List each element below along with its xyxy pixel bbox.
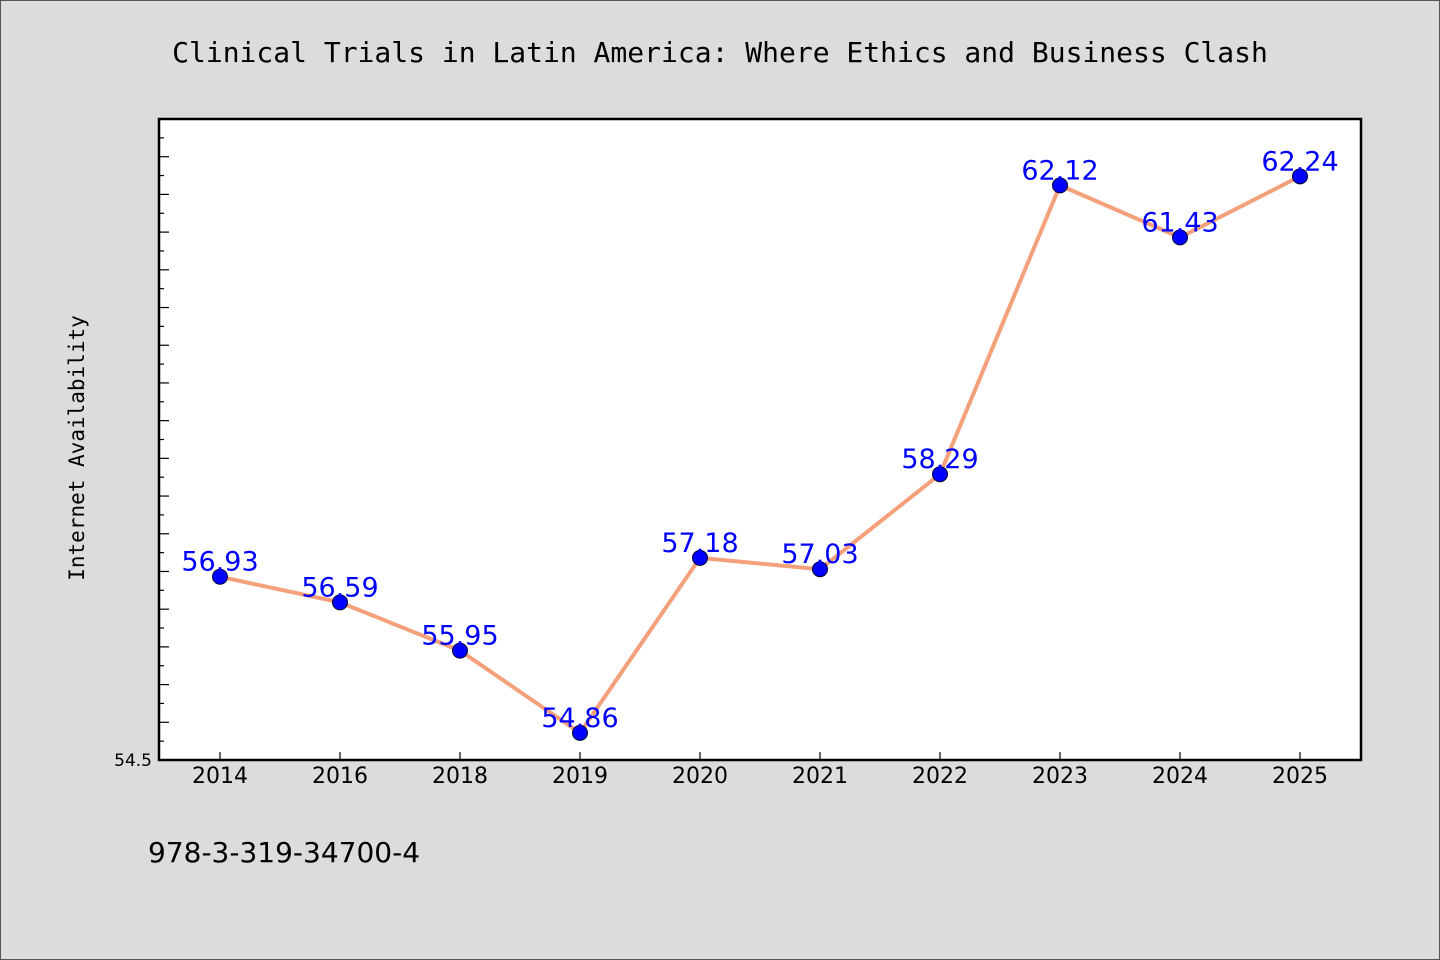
footnote-text: 978-3-319-34700-4	[148, 836, 420, 869]
data-point	[932, 466, 948, 483]
x-tick-labels-group: 2014 2016 2018 2019 2020 2021 2022 2023 2024 2025	[192, 764, 1328, 789]
data-point	[572, 724, 588, 741]
data-point	[692, 549, 708, 566]
data-point	[812, 561, 828, 578]
data-label: 57.18	[661, 528, 738, 559]
markers-group	[212, 168, 1308, 741]
x-tick-label: 2024	[1152, 764, 1208, 789]
data-point	[452, 642, 468, 659]
y-tick-label: 54.5	[114, 751, 152, 771]
series-line	[218, 174, 1302, 735]
x-tick-label: 2019	[552, 764, 608, 789]
x-tick-label: 2023	[1032, 764, 1088, 789]
x-tick-label: 2020	[672, 764, 728, 789]
x-tick-label: 2014	[192, 764, 248, 789]
data-label: 58.29	[901, 444, 978, 475]
plot-border	[157, 117, 1363, 762]
plot-area	[159, 119, 1361, 760]
data-label: 57.03	[781, 539, 858, 570]
x-tick-label: 2018	[432, 764, 488, 789]
chart-title: Clinical Trials in Latin America: Where …	[172, 36, 1268, 69]
series-line-group	[218, 174, 1302, 735]
y-axis-label: Internet Availability	[65, 315, 89, 581]
data-labels-group: 56.93 56.59 55.95 54.86 57.18 57.03 58.29 62.12…	[181, 146, 1338, 734]
data-label: 54.86	[541, 703, 618, 734]
data-label: 55.95	[421, 621, 498, 652]
data-point	[1172, 229, 1188, 246]
data-point	[332, 594, 348, 611]
data-point	[1052, 177, 1068, 194]
data-label: 56.59	[301, 572, 378, 603]
x-axis-ticks	[219, 752, 1301, 760]
x-tick-label: 2016	[312, 764, 368, 789]
data-point	[1292, 168, 1308, 185]
x-tick-label: 2021	[792, 764, 848, 789]
data-label: 62.24	[1261, 146, 1338, 177]
data-label: 61.43	[1141, 207, 1218, 238]
x-tick-label: 2022	[912, 764, 968, 789]
x-tick-label: 2025	[1272, 764, 1328, 789]
data-label: 56.93	[181, 547, 258, 578]
data-label: 62.12	[1021, 155, 1098, 186]
data-point	[212, 568, 228, 585]
